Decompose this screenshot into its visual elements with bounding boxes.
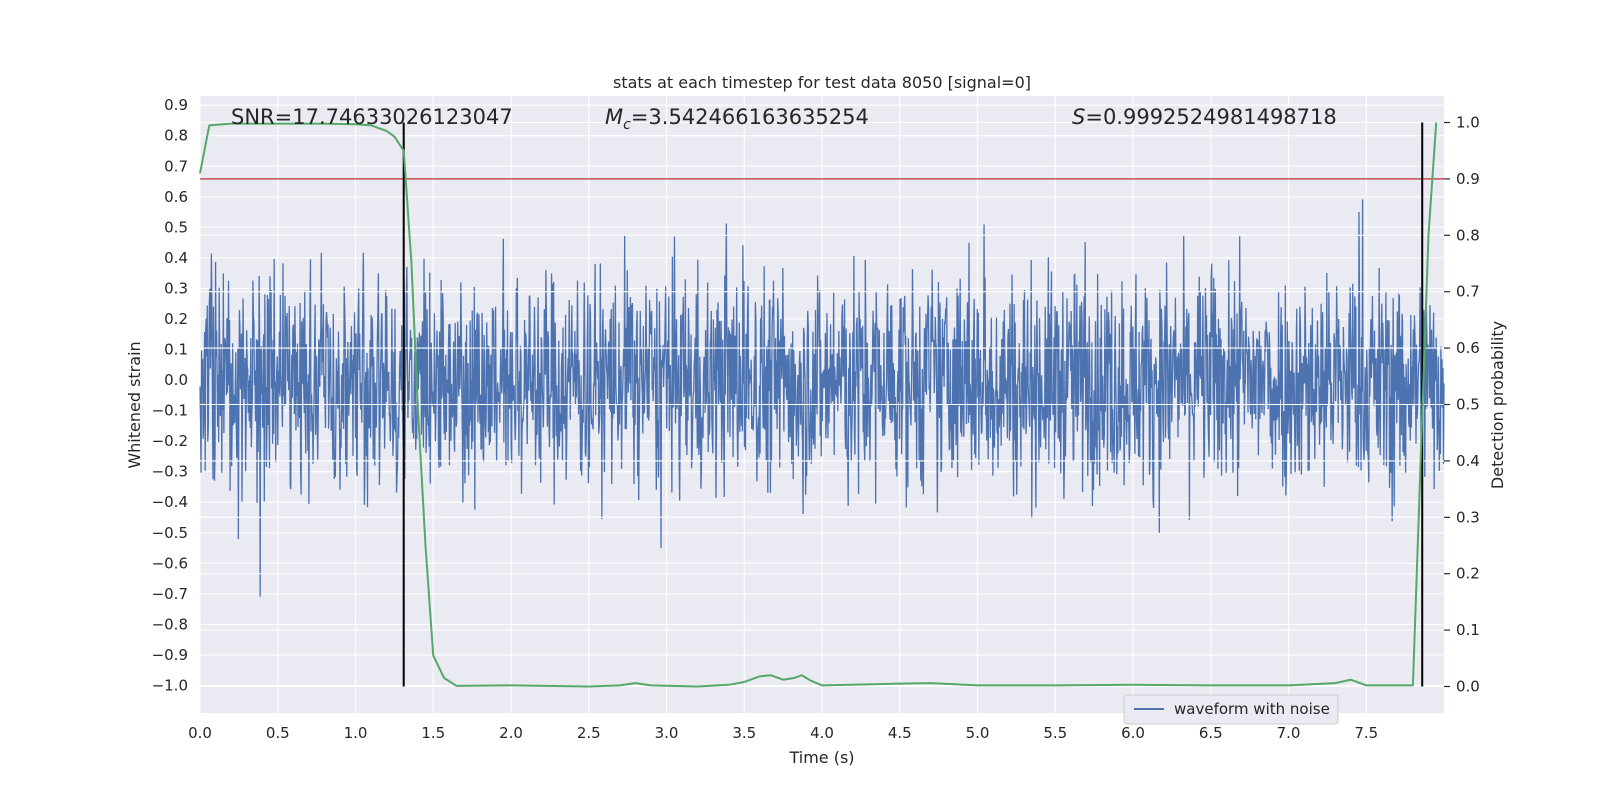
y-left-tick-label: 0.1 — [164, 341, 188, 359]
x-tick-label: 6.0 — [1121, 724, 1145, 742]
score-annotation: S=0.9992524981498718 — [1072, 105, 1337, 129]
y-left-axis-label: Whitened strain — [125, 341, 144, 468]
chirp-mass-symbol: M — [605, 105, 623, 129]
y-right-tick-label: 0.7 — [1456, 283, 1480, 301]
chirp-mass-annotation: Mc=3.542466163635254 — [605, 105, 869, 133]
y-left-tick-label: −0.1 — [152, 402, 188, 420]
y-left-tick-label: 0.4 — [164, 249, 188, 267]
y-left-tick-label: −0.7 — [152, 585, 188, 603]
y-left-tick-label: 0.2 — [164, 310, 188, 328]
y-left-tick-label: −0.4 — [152, 493, 188, 511]
waveform-series — [199, 199, 1445, 597]
y-right-tick-label: 0.1 — [1456, 621, 1480, 639]
y-right-axis-label: Detection probability — [1488, 321, 1507, 489]
score-value: =0.9992524981498718 — [1085, 105, 1336, 129]
waveform-line — [199, 199, 1445, 597]
y-left-tick-label: 0.9 — [164, 96, 188, 114]
y-right-tick-label: 0.2 — [1456, 565, 1480, 583]
x-tick-label: 3.5 — [732, 724, 756, 742]
y-left-tick-label: −0.3 — [152, 463, 188, 481]
legend: waveform with noise — [1123, 694, 1339, 725]
x-tick-label: 5.5 — [1043, 724, 1067, 742]
legend-box — [1123, 694, 1339, 725]
y-left-tick-label: −0.2 — [152, 432, 188, 450]
overlay-lines — [199, 121, 1444, 688]
y-right-tick-label: 0.4 — [1456, 452, 1480, 470]
y-left-tick-label: 0.5 — [164, 218, 188, 236]
chirp-mass-subscript: c — [623, 117, 631, 133]
y-left-tick-label: 0.0 — [164, 371, 188, 389]
x-tick-label: 0.5 — [266, 724, 290, 742]
detection-probability-line — [199, 122, 1438, 688]
y-right-tick-label: 0.5 — [1456, 396, 1480, 414]
y-right-tick-label: 1.0 — [1456, 114, 1480, 132]
legend-label: waveform with noise — [1174, 700, 1330, 718]
chirp-mass-value: =3.542466163635254 — [631, 105, 869, 129]
x-tick-label: 1.5 — [421, 724, 445, 742]
x-tick-label: 7.0 — [1277, 724, 1301, 742]
y-left-tick-label: 0.7 — [164, 157, 188, 175]
x-tick-label: 4.0 — [810, 724, 834, 742]
y-right-tick-label: 0.3 — [1456, 508, 1480, 526]
y-right-tick-label: 0.6 — [1456, 339, 1480, 357]
y-right-tick-label: 0.9 — [1456, 170, 1480, 188]
x-axis-label: Time (s) — [788, 748, 854, 767]
y-left-tick-label: 0.8 — [164, 127, 188, 145]
y-left-tick-label: −0.9 — [152, 646, 188, 664]
x-tick-label: 1.0 — [344, 724, 368, 742]
y-right-tick-label: 0.0 — [1456, 677, 1480, 695]
x-tick-label: 0.0 — [188, 724, 212, 742]
x-tick-label: 2.5 — [577, 724, 601, 742]
x-axis-ticks: 0.0 0.5 1.0 1.5 2.0 2.5 3.0 3.5 4.0 4.5 5.0 5.5 6.0 6… — [188, 724, 1378, 742]
x-tick-label: 4.5 — [888, 724, 912, 742]
x-tick-label: 7.5 — [1354, 724, 1378, 742]
x-tick-label: 5.0 — [966, 724, 990, 742]
y-left-axis-ticks: 0.9 0.8 0.7 0.6 0.5 0.4 0.3 0.2 0.1 0.0 −0.1 −0.2 −0… — [152, 96, 188, 694]
y-left-tick-label: 0.6 — [164, 188, 188, 206]
y-left-tick-label: −1.0 — [152, 677, 188, 695]
y-left-tick-label: −0.6 — [152, 554, 188, 572]
y-left-tick-label: −0.5 — [152, 524, 188, 542]
score-symbol: S — [1072, 105, 1085, 129]
y-right-axis-ticks: 1.0 0.9 0.8 0.7 0.6 0.5 0.4 0.3 0.2 0.1 0.0 — [1444, 114, 1480, 695]
chart-title: stats at each timestep for test data 805… — [613, 73, 1031, 92]
x-tick-label: 2.0 — [499, 724, 523, 742]
y-left-tick-label: 0.3 — [164, 279, 188, 297]
y-right-tick-label: 0.8 — [1456, 226, 1480, 244]
snr-annotation: SNR=17.74633026123047 — [231, 105, 513, 129]
y-left-tick-label: −0.8 — [152, 615, 188, 633]
x-tick-label: 6.5 — [1199, 724, 1223, 742]
x-tick-label: 3.0 — [655, 724, 679, 742]
